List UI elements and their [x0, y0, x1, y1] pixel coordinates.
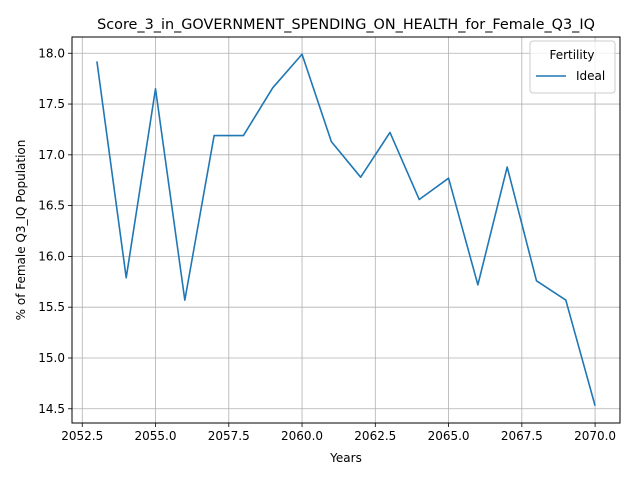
x-tick-label: 2065.0 [428, 429, 470, 443]
series-lines [97, 54, 595, 405]
x-tick-label: 2055.0 [135, 429, 177, 443]
y-tick-label: 16.0 [38, 249, 65, 263]
legend-label-ideal: Ideal [576, 69, 605, 83]
x-tick-label: 2060.0 [281, 429, 323, 443]
y-axis-label: % of Female Q3_IQ Population [14, 140, 28, 321]
x-tick-label: 2070.0 [574, 429, 616, 443]
y-tick-label: 15.0 [38, 351, 65, 365]
x-axis-ticks: 2052.5 2055.0 2057.5 2060.0 2062.5 2065.0 2067… [61, 423, 616, 443]
y-tick-label: 14.5 [38, 402, 65, 416]
y-tick-label: 16.5 [38, 199, 65, 213]
chart-title: Score_3_in_GOVERNMENT_SPENDING_ON_HEALTH… [97, 17, 595, 33]
y-axis-ticks: 14.5 15.0 15.5 16.0 16.5 17.0 17.5 18.0 [38, 46, 72, 416]
y-tick-label: 17.5 [38, 97, 65, 111]
x-tick-label: 2057.5 [208, 429, 250, 443]
legend: Fertility Ideal [530, 41, 615, 93]
series-line-ideal [97, 54, 595, 405]
x-axis-label: Years [329, 451, 362, 465]
x-tick-label: 2052.5 [61, 429, 103, 443]
legend-title: Fertility [549, 48, 594, 62]
y-tick-label: 17.0 [38, 148, 65, 162]
x-tick-label: 2067.5 [501, 429, 543, 443]
y-tick-label: 15.5 [38, 300, 65, 314]
x-tick-label: 2062.5 [354, 429, 396, 443]
y-tick-label: 18.0 [38, 46, 65, 60]
